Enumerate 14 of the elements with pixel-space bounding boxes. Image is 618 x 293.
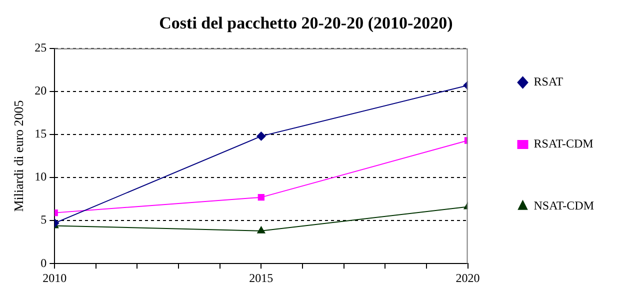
y-tick-label: 25 (34, 40, 47, 55)
x-tick-label: 2010 (42, 270, 67, 285)
chart-title: Costi del pacchetto 20-20-20 (2010-2020) (159, 14, 453, 33)
y-tick-label: 15 (34, 126, 47, 141)
legend-label: RSAT (534, 74, 564, 89)
y-tick-label: 0 (40, 256, 47, 270)
y-tick-label: 10 (34, 170, 47, 184)
y-axis-title: Miliardi di euro 2005 (11, 100, 26, 212)
y-tick-label: 20 (34, 84, 47, 98)
x-tick-label: 2020 (456, 270, 480, 285)
legend-label: NSAT-CDM (534, 198, 594, 213)
y-tick-label: 5 (40, 212, 47, 227)
x-tick-label: 2015 (249, 270, 274, 285)
legend-label: RSAT-CDM (534, 136, 594, 151)
